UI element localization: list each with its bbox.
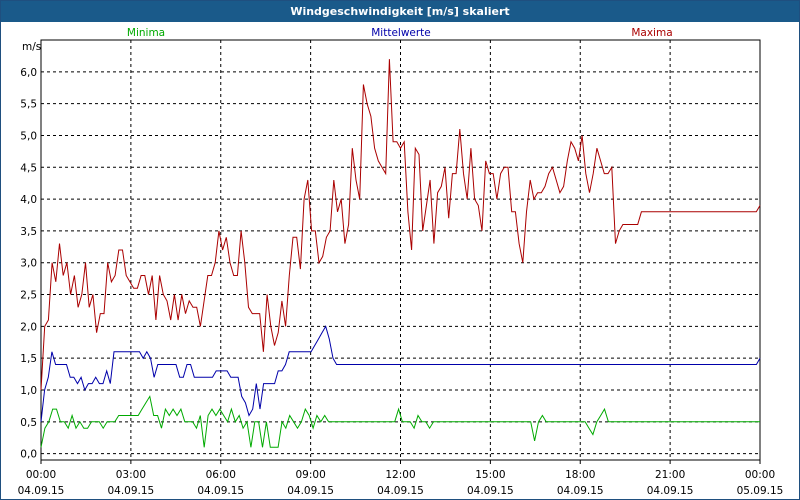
- x-tick-date-label: 04.09.15: [107, 485, 154, 497]
- y-tick-label: 3,0: [20, 258, 37, 270]
- y-tick-label: 6,0: [20, 67, 37, 79]
- window-title: Windgeschwindigkeit [m/s] skaliert: [1, 1, 799, 22]
- series-line-maxima: [40, 59, 761, 391]
- x-tick-time-label: 15:00: [475, 469, 505, 481]
- series-line-minima: [40, 395, 760, 448]
- x-tick-time-label: 00:00: [26, 469, 56, 481]
- y-tick-label: 5,5: [20, 99, 37, 111]
- y-axis-unit-label: m/s: [22, 41, 41, 53]
- x-tick-date-label: 04.09.15: [197, 485, 244, 497]
- x-tick-date-label: 04.09.15: [557, 485, 604, 497]
- y-tick-label: 1,5: [20, 353, 37, 365]
- x-tick-time-label: 18:00: [565, 469, 595, 481]
- y-tick-label: 1,0: [20, 385, 37, 397]
- x-tick-date-label: 04.09.15: [377, 485, 424, 497]
- series-line-mittelwerte: [40, 325, 761, 422]
- y-tick-label: 3,5: [20, 226, 37, 238]
- x-tick-date-label: 04.09.15: [647, 485, 694, 497]
- x-tick-time-label: 21:00: [655, 469, 685, 481]
- grid: [41, 40, 760, 460]
- y-tick-label: 5,0: [20, 130, 37, 142]
- legend-maxima: Maxima: [631, 27, 672, 39]
- x-axis-ticks: 00:00 04.09.15 03:00 04.09.15 06:00 04.09.15 0…: [18, 460, 784, 497]
- y-tick-label: 0,5: [20, 417, 37, 429]
- x-tick-time-label: 03:00: [116, 469, 146, 481]
- y-tick-label: 4,0: [20, 194, 37, 206]
- y-axis-ticks: 0,0 0,5 1,0 1,5 2,0 2,5 3,0 3,5 4,0 4,5 5,0 5,5 6,0: [20, 67, 37, 461]
- x-tick-date-label: 04.09.15: [18, 485, 65, 497]
- x-tick-time-label: 00:00: [745, 469, 775, 481]
- x-tick-date-label: 05.09.15: [737, 485, 784, 497]
- x-tick-time-label: 06:00: [206, 469, 236, 481]
- x-tick-time-label: 09:00: [295, 469, 325, 481]
- x-tick-date-label: 04.09.15: [467, 485, 514, 497]
- y-tick-label: 2,5: [20, 290, 37, 302]
- legend-minima: Minima: [127, 27, 165, 39]
- y-tick-label: 0,0: [20, 449, 37, 461]
- y-tick-label: 4,5: [20, 162, 37, 174]
- x-tick-time-label: 12:00: [385, 469, 415, 481]
- y-tick-label: 2,0: [20, 321, 37, 333]
- series-lines: [40, 59, 761, 448]
- legend-mittelwerte: Mittelwerte: [371, 27, 431, 39]
- x-tick-date-label: 04.09.15: [287, 485, 334, 497]
